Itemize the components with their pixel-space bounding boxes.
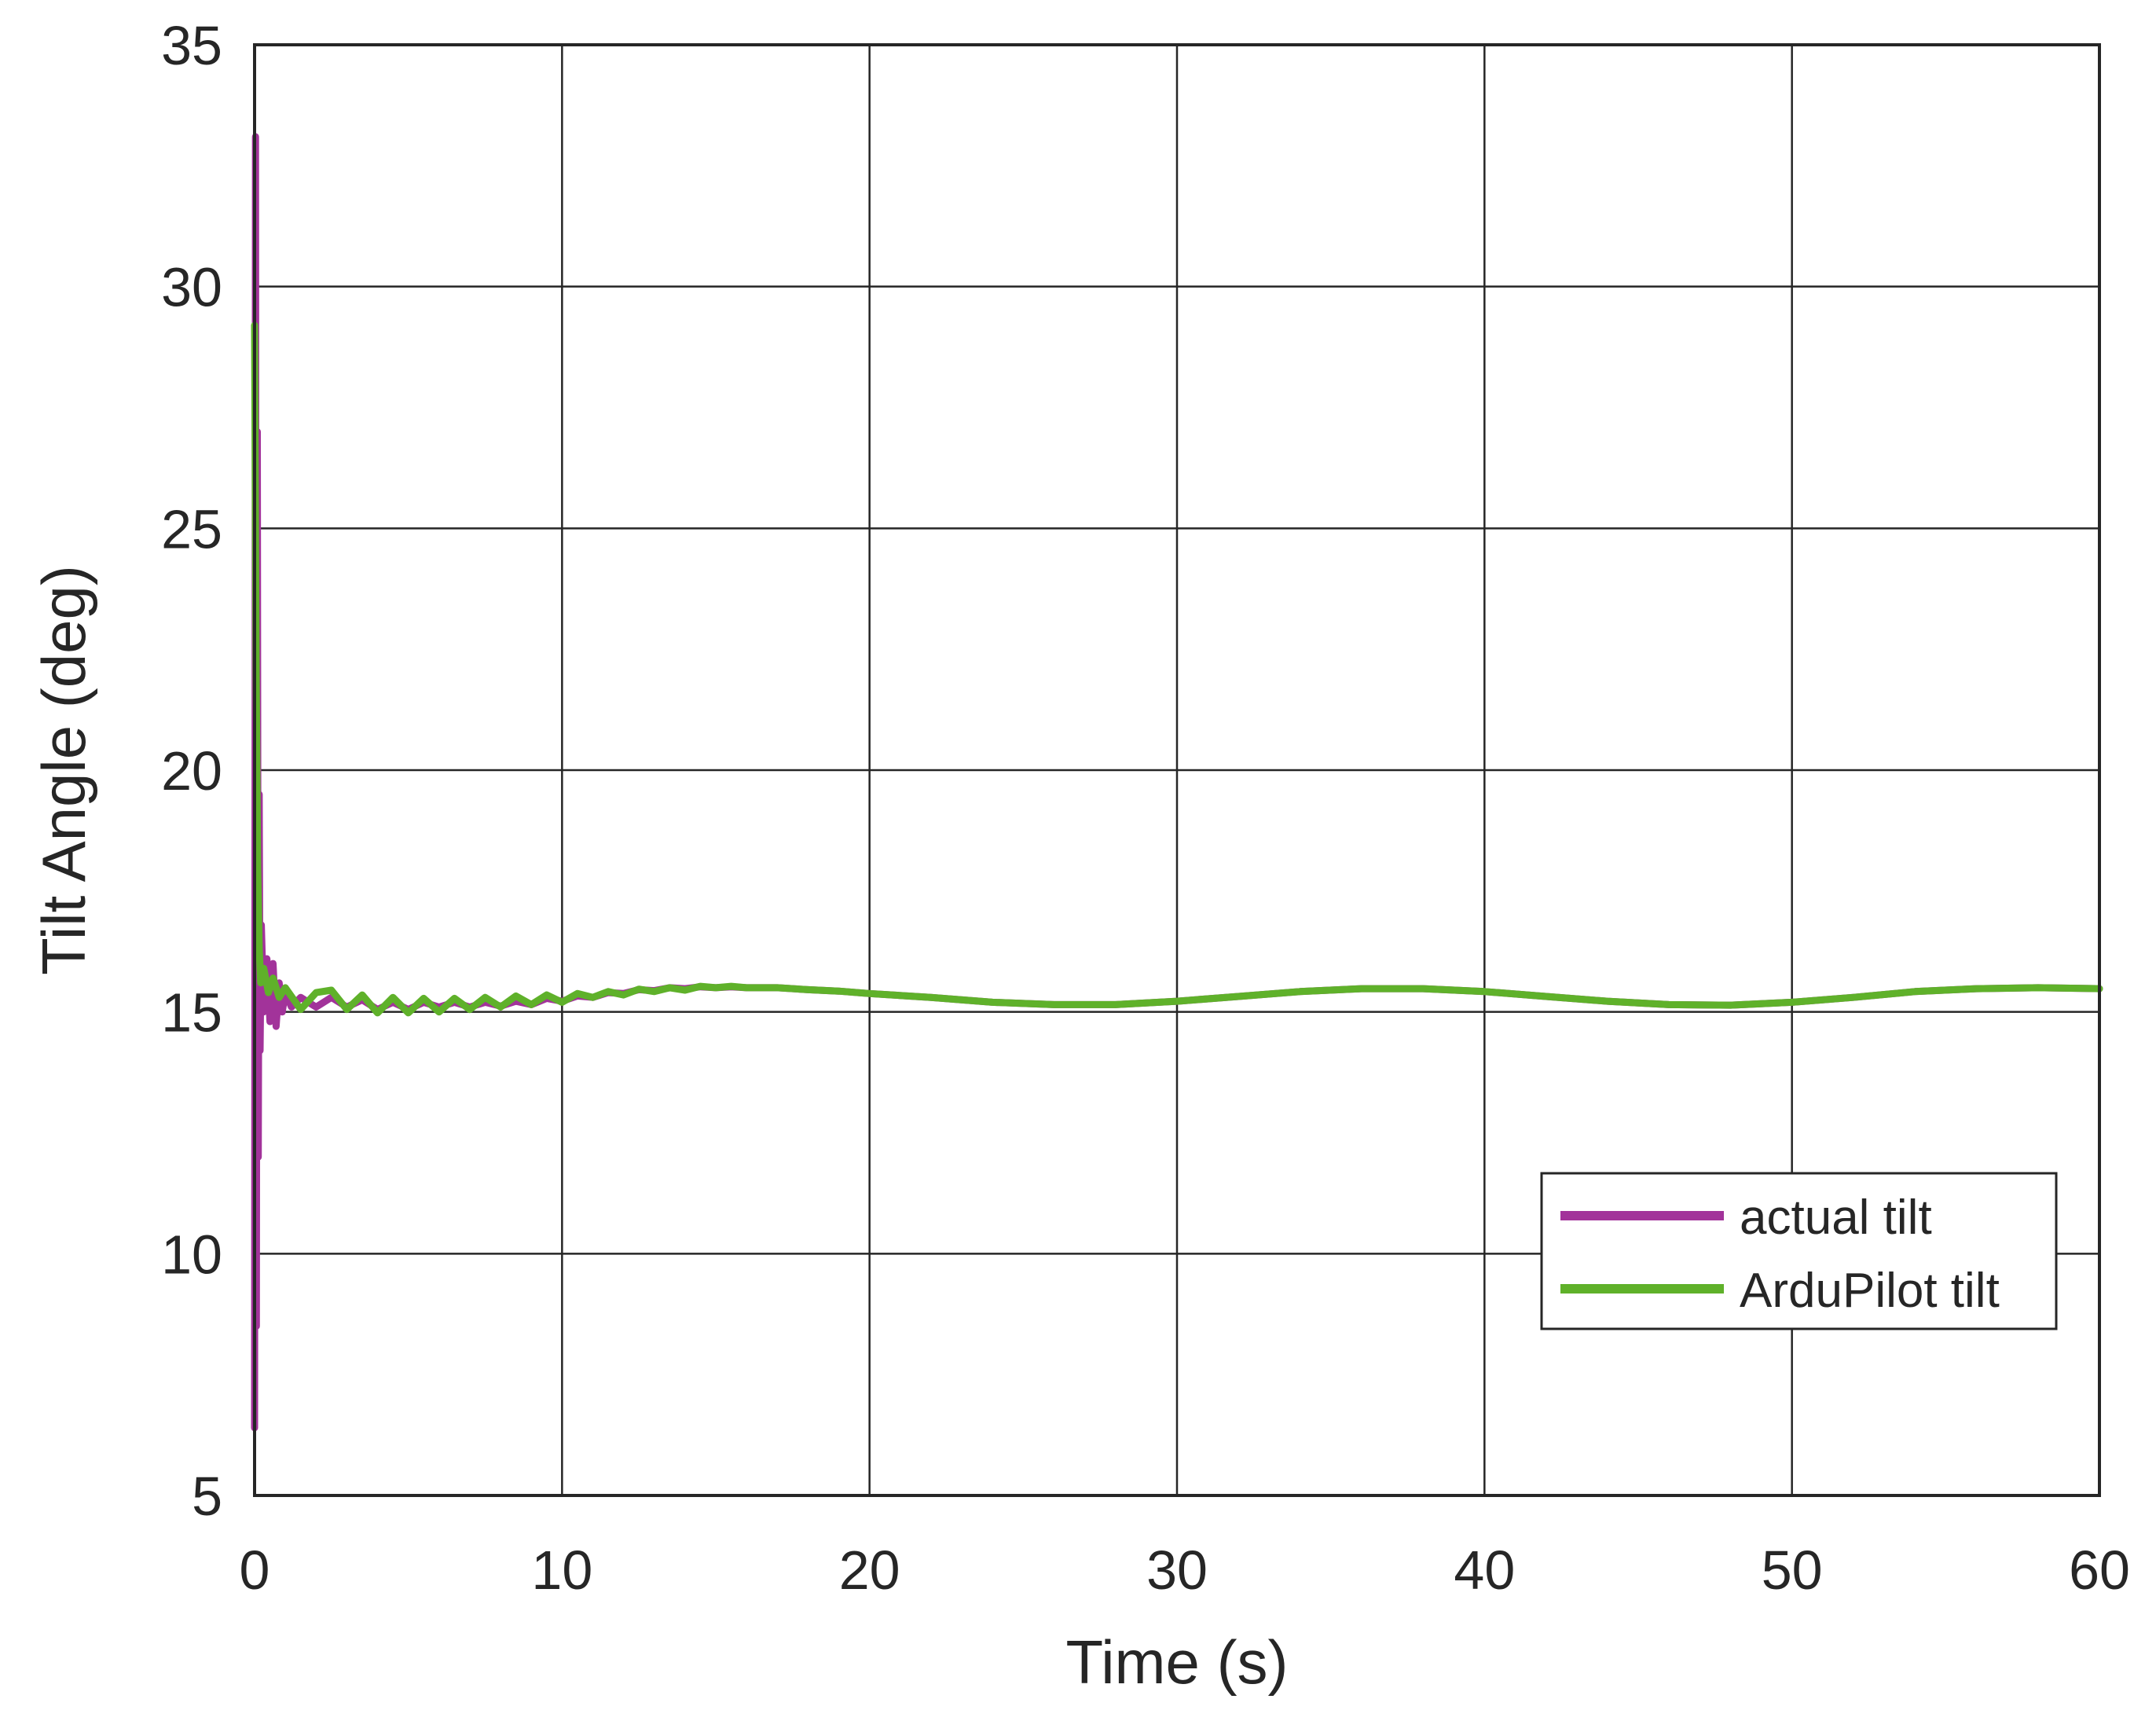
- legend-label-actual-tilt: actual tilt: [1740, 1191, 1932, 1245]
- legend-box: [1540, 1172, 2058, 1330]
- y-axis-label: Tilt Angle (deg): [29, 565, 98, 975]
- series-line-ardupilot-tilt: [251, 321, 2103, 1017]
- x-tick-label: 40: [1454, 1539, 1515, 1601]
- y-tick-label: 25: [161, 498, 222, 560]
- legend-label-ardupilot-tilt: ArduPilot tilt: [1740, 1264, 2000, 1318]
- axes-frame: [253, 43, 2101, 1497]
- x-tick-label: 50: [1762, 1539, 1823, 1601]
- legend: actual tilt ArduPilot tilt: [1540, 1172, 2058, 1330]
- x-tick-label: 0: [240, 1539, 270, 1601]
- y-tick-labels: 5 10 15 20 25 30 35: [161, 15, 222, 1527]
- y-tick-label: 10: [161, 1224, 222, 1285]
- y-tick-label: 35: [161, 15, 222, 76]
- x-tick-label: 10: [531, 1539, 592, 1601]
- x-tick-label: 20: [839, 1539, 900, 1601]
- y-tick-label: 30: [161, 257, 222, 318]
- x-axis-label: Time (s): [1065, 1627, 1288, 1697]
- series-layer: [251, 133, 2103, 1432]
- x-tick-label: 30: [1146, 1539, 1208, 1601]
- x-tick-labels: 0 10 20 30 40 50 60: [240, 1539, 2130, 1601]
- y-tick-label: 15: [161, 982, 222, 1044]
- y-tick-label: 20: [161, 740, 222, 802]
- y-tick-label: 5: [192, 1466, 222, 1527]
- x-tick-label: 60: [2069, 1539, 2130, 1601]
